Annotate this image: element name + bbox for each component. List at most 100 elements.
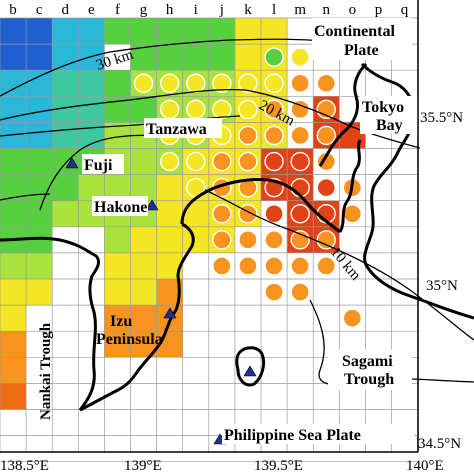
grid-cell bbox=[104, 279, 131, 306]
volcano-hakone-icon bbox=[145, 199, 159, 211]
grid-cell bbox=[234, 44, 261, 71]
lon-label-138-5: 138.5°E bbox=[0, 458, 49, 474]
grid-cell bbox=[52, 174, 79, 201]
continental-label-bg bbox=[312, 18, 412, 60]
circle-marker bbox=[290, 99, 310, 120]
trough-label: Trough bbox=[344, 371, 394, 388]
philippine-label-bg bbox=[222, 424, 414, 444]
grid-cell bbox=[26, 70, 53, 97]
grid-cell bbox=[0, 252, 27, 279]
circle-marker bbox=[238, 73, 258, 93]
circle-marker bbox=[159, 151, 180, 172]
circle-marker bbox=[316, 73, 336, 93]
grid-cell bbox=[0, 18, 27, 45]
column-letter: e bbox=[88, 2, 95, 18]
volcano-izu-icon bbox=[163, 307, 177, 319]
circle-marker bbox=[264, 204, 284, 224]
circle-marker bbox=[316, 177, 336, 198]
grid-cell bbox=[156, 226, 183, 253]
lat-label-34-5: 34.5°N bbox=[418, 436, 461, 452]
grid-cell bbox=[26, 252, 53, 279]
grid-cell bbox=[208, 44, 235, 71]
grid-cell bbox=[0, 383, 27, 410]
column-letter: k bbox=[244, 2, 252, 18]
lon-label-139-5: 139.5°E bbox=[254, 458, 303, 474]
circle-marker bbox=[212, 73, 232, 93]
circle-marker bbox=[186, 73, 206, 93]
tanzawa-label: Tanzawa bbox=[146, 121, 207, 138]
circle-marker bbox=[264, 125, 284, 146]
grid-cell bbox=[52, 200, 79, 227]
circle-marker bbox=[290, 204, 310, 224]
grid-cell bbox=[182, 200, 209, 227]
grid-cell bbox=[156, 18, 183, 45]
lat-label-35: 35°N bbox=[426, 278, 458, 294]
grid-cell bbox=[130, 279, 157, 306]
grid-cell bbox=[156, 174, 183, 201]
circle-marker bbox=[316, 230, 336, 250]
grid-cell bbox=[104, 18, 131, 45]
coast-tokyo-bay bbox=[318, 62, 368, 167]
circle-marker bbox=[212, 99, 232, 120]
lon-label-140: 140°E bbox=[406, 458, 444, 474]
circle-marker bbox=[186, 151, 206, 172]
grid-cell bbox=[156, 44, 183, 71]
circle-marker bbox=[212, 230, 232, 250]
grid-cell bbox=[52, 18, 79, 45]
coast-izu-west bbox=[0, 236, 100, 411]
contour-inner-c bbox=[0, 193, 51, 201]
circle-marker bbox=[264, 99, 284, 120]
column-letter: q bbox=[401, 2, 409, 18]
bay-label: Bay bbox=[376, 117, 403, 134]
circle-marker bbox=[133, 73, 154, 93]
grid-cell bbox=[52, 70, 79, 97]
grid-cell bbox=[26, 18, 53, 45]
circle-marker bbox=[264, 282, 284, 302]
column-letter: i bbox=[194, 2, 198, 18]
grid-cell bbox=[182, 44, 209, 71]
column-letter: f bbox=[115, 2, 120, 18]
circle-marker bbox=[186, 99, 206, 120]
grid-cell bbox=[26, 44, 53, 71]
grid-cell bbox=[0, 279, 27, 306]
circle-marker bbox=[316, 256, 336, 276]
grid-cell bbox=[52, 44, 79, 71]
grid-cell bbox=[26, 174, 53, 201]
circle-marker bbox=[316, 125, 336, 146]
grid-cell bbox=[130, 305, 157, 332]
circle-marker bbox=[159, 73, 180, 93]
grid-cell bbox=[78, 18, 105, 45]
grid-cell bbox=[26, 122, 53, 149]
circle-marker bbox=[264, 47, 284, 67]
circle-marker bbox=[290, 256, 310, 276]
grid-cell bbox=[0, 70, 27, 97]
column-letter: d bbox=[62, 2, 70, 18]
tokyo-label: Tokyo bbox=[362, 99, 404, 116]
fuji-label: Fuji bbox=[84, 157, 113, 174]
grid-cell bbox=[104, 70, 131, 97]
circle-marker bbox=[264, 256, 284, 276]
contour-10km bbox=[204, 189, 474, 341]
grid-cell bbox=[52, 122, 79, 149]
volcano-fuji-icon bbox=[65, 157, 79, 169]
peninsula-label: Peninsula bbox=[96, 331, 163, 348]
circle-marker bbox=[238, 256, 258, 276]
circle-marker bbox=[238, 151, 258, 172]
grid-cell bbox=[0, 357, 27, 384]
grid-cell bbox=[182, 226, 209, 253]
continental-label: Continental bbox=[314, 23, 395, 40]
circle-marker bbox=[238, 125, 258, 146]
grid-cell bbox=[261, 18, 288, 45]
axis-labels: 138.5°E 139°E 139.5°E 140°E 35.5°N 35°N … bbox=[0, 110, 463, 474]
column-letters: b c d e f g h i j k l m n o p q bbox=[9, 2, 409, 18]
circle-marker bbox=[238, 99, 258, 120]
circle-marker bbox=[264, 73, 284, 93]
column-letter: p bbox=[375, 2, 383, 18]
grid-cell bbox=[156, 200, 183, 227]
grid-cell bbox=[104, 226, 131, 253]
coast-izu-east bbox=[79, 222, 195, 412]
column-letter: b bbox=[9, 2, 17, 18]
column-letter: o bbox=[349, 2, 357, 18]
column-letter: j bbox=[219, 2, 224, 18]
